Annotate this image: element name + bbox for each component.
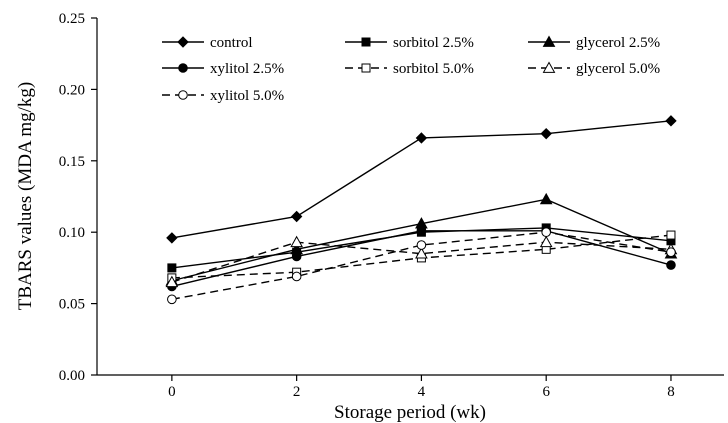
- x-tick-label: 6: [542, 384, 550, 400]
- y-tick-label: 0.00: [59, 368, 85, 384]
- legend-marker: [178, 90, 188, 100]
- legend-marker: [542, 35, 556, 47]
- series-2: [165, 192, 678, 286]
- x-tick-label: 4: [418, 384, 426, 400]
- legend-marker: [178, 63, 188, 73]
- legend-label: glycerol 2.5%: [576, 35, 660, 51]
- legend-label: xylitol 5.0%: [210, 88, 284, 104]
- y-tick-label: 0.05: [59, 297, 85, 313]
- data-point: [167, 263, 177, 273]
- x-ticks: 0 2 4 6 8: [168, 375, 675, 400]
- axes: [96, 18, 724, 376]
- legend-label: sorbitol 5.0%: [393, 61, 474, 77]
- data-point: [416, 240, 427, 250]
- data-point: [539, 192, 553, 205]
- data-point: [666, 260, 676, 270]
- y-tick-label: 0.10: [59, 225, 85, 241]
- x-axis-title: Storage period (wk): [334, 402, 486, 423]
- data-point: [415, 247, 428, 259]
- data-point: [291, 271, 302, 282]
- y-tick-label: 0.15: [59, 154, 85, 170]
- data-point: [416, 225, 427, 236]
- series-6: [167, 227, 676, 305]
- y-ticks: 0.00 0.05 0.10 0.15 0.20 0.25: [59, 11, 97, 384]
- legend-item: glycerol 5.0%: [528, 61, 660, 77]
- data-point: [291, 251, 302, 262]
- data-point: [167, 294, 177, 305]
- legend-item: xylitol 2.5%: [162, 61, 284, 77]
- x-tick-label: 8: [667, 384, 675, 400]
- legend-item: control: [162, 35, 253, 51]
- x-tick-label: 2: [293, 384, 301, 400]
- legend-marker: [361, 63, 371, 73]
- legend-item: glycerol 2.5%: [528, 35, 660, 51]
- series-0: [166, 115, 677, 244]
- legend-item: xylitol 5.0%: [162, 88, 284, 104]
- legend-label: glycerol 5.0%: [576, 61, 660, 77]
- legend-label: xylitol 2.5%: [210, 61, 284, 77]
- legend-label: control: [210, 35, 253, 51]
- y-axis-title: TBARS values (MDA mg/kg): [15, 82, 36, 311]
- legend-item: sorbitol 2.5%: [345, 35, 474, 51]
- data-point: [166, 232, 178, 244]
- data-point: [539, 235, 553, 248]
- series-layer: [165, 115, 678, 305]
- y-tick-label: 0.25: [59, 11, 85, 27]
- series-5: [165, 235, 678, 288]
- legend: control sorbitol 2.5% glycerol 2.5% xylitol…: [162, 35, 660, 104]
- data-point: [541, 227, 551, 237]
- data-point: [665, 115, 677, 127]
- legend-label: sorbitol 2.5%: [393, 35, 474, 51]
- legend-marker: [361, 37, 371, 47]
- x-tick-label: 0: [168, 384, 176, 400]
- y-tick-label: 0.20: [59, 82, 85, 98]
- legend-marker: [542, 61, 556, 73]
- legend-marker: [177, 36, 189, 48]
- data-point: [666, 247, 676, 257]
- data-point: [540, 127, 552, 140]
- series-line: [171, 241, 672, 283]
- data-point: [165, 275, 179, 288]
- data-point: [666, 230, 676, 240]
- data-point: [290, 235, 303, 248]
- data-point: [415, 132, 428, 144]
- series-line: [171, 231, 672, 301]
- data-point: [290, 210, 303, 223]
- legend-item: sorbitol 5.0%: [345, 61, 474, 77]
